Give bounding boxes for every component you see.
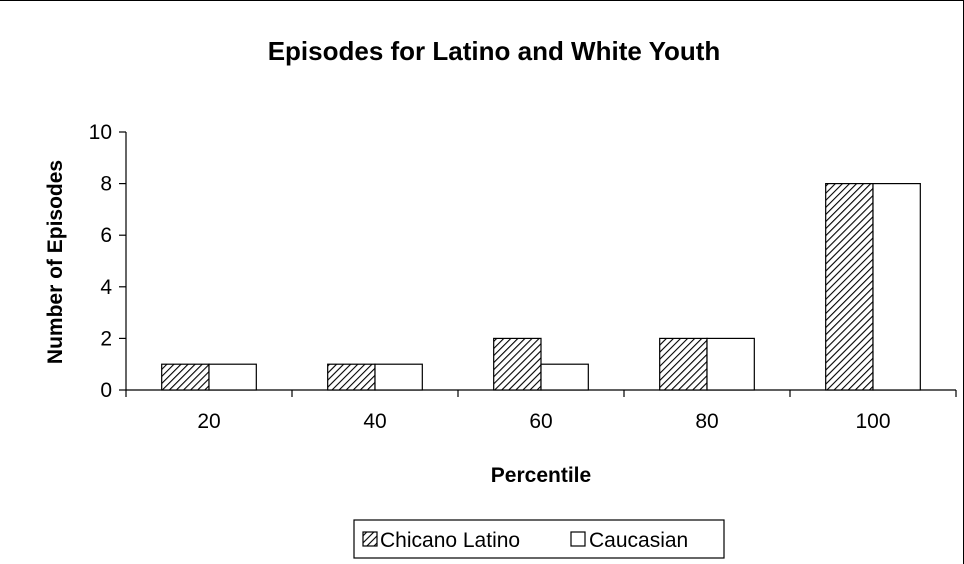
legend-swatch-chicano-latino (362, 531, 378, 547)
x-tick-label: 80 (695, 410, 718, 433)
bar-caucasian-40 (374, 363, 423, 391)
bar-caucasian-20 (208, 363, 257, 391)
bars (161, 183, 921, 391)
x-tick-label: 100 (855, 410, 890, 433)
bar-chicano-latino-60 (493, 337, 542, 391)
y-ticks: 0 2 4 6 8 10 (89, 121, 126, 402)
bar-caucasian-80 (706, 337, 755, 391)
bar-chicano-latino-80 (659, 337, 708, 391)
y-tick-label: 6 (100, 224, 112, 247)
y-tick-label: 8 (100, 173, 112, 196)
bar-chicano-latino-20 (161, 363, 210, 391)
legend: Chicano Latino Caucasian (353, 519, 725, 559)
chart-title: Episodes for Latino and White Youth (268, 36, 721, 66)
y-tick-label: 10 (89, 121, 112, 144)
legend-label-caucasian: Caucasian (589, 529, 688, 552)
x-tick-label: 20 (197, 410, 220, 433)
x-tick-label: 40 (363, 410, 386, 433)
bar-chicano-latino-40 (327, 363, 376, 391)
legend-swatch-caucasian (570, 531, 586, 547)
x-tick-label: 60 (529, 410, 552, 433)
y-axis-title: Number of Episodes (44, 160, 67, 364)
bar-chicano-latino-100 (825, 183, 874, 391)
bar-caucasian-100 (872, 183, 921, 391)
y-tick-label: 4 (100, 276, 112, 299)
bar-caucasian-60 (540, 363, 589, 391)
x-ticks: 20 40 60 80 100 (125, 390, 957, 433)
legend-box (353, 519, 725, 559)
x-axis-title: Percentile (491, 464, 591, 487)
y-tick-label: 2 (100, 327, 112, 350)
legend-label-chicano-latino: Chicano Latino (380, 529, 520, 552)
y-tick-label: 0 (100, 379, 112, 402)
